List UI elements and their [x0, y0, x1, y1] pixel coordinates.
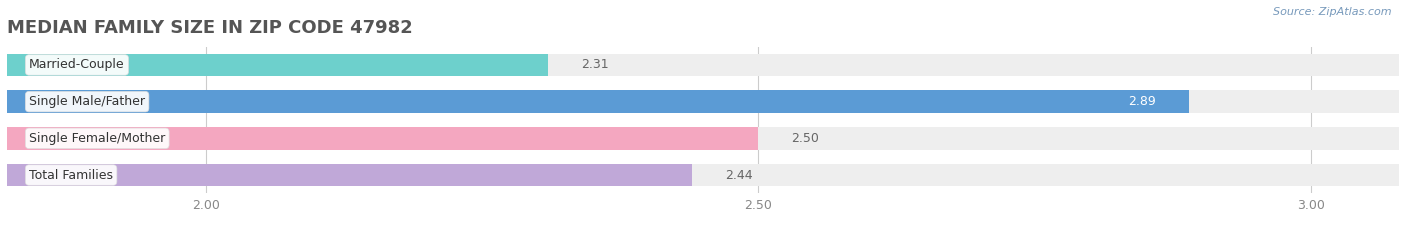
Text: Married-Couple: Married-Couple [30, 58, 125, 72]
Text: Total Families: Total Families [30, 168, 112, 182]
Text: Single Female/Mother: Single Female/Mother [30, 132, 166, 145]
Text: 2.50: 2.50 [792, 132, 820, 145]
Bar [7, 90, 1399, 113]
Text: 2.44: 2.44 [725, 168, 752, 182]
Bar [7, 127, 758, 150]
Bar [7, 54, 1399, 76]
Bar [7, 164, 1399, 186]
Text: 2.31: 2.31 [582, 58, 609, 72]
Text: MEDIAN FAMILY SIZE IN ZIP CODE 47982: MEDIAN FAMILY SIZE IN ZIP CODE 47982 [7, 19, 413, 37]
Text: 2.89: 2.89 [1128, 95, 1156, 108]
Bar [7, 127, 1399, 150]
Bar [7, 164, 692, 186]
Bar [7, 54, 548, 76]
Text: Single Male/Father: Single Male/Father [30, 95, 145, 108]
Text: Source: ZipAtlas.com: Source: ZipAtlas.com [1274, 7, 1392, 17]
Bar [7, 90, 1189, 113]
